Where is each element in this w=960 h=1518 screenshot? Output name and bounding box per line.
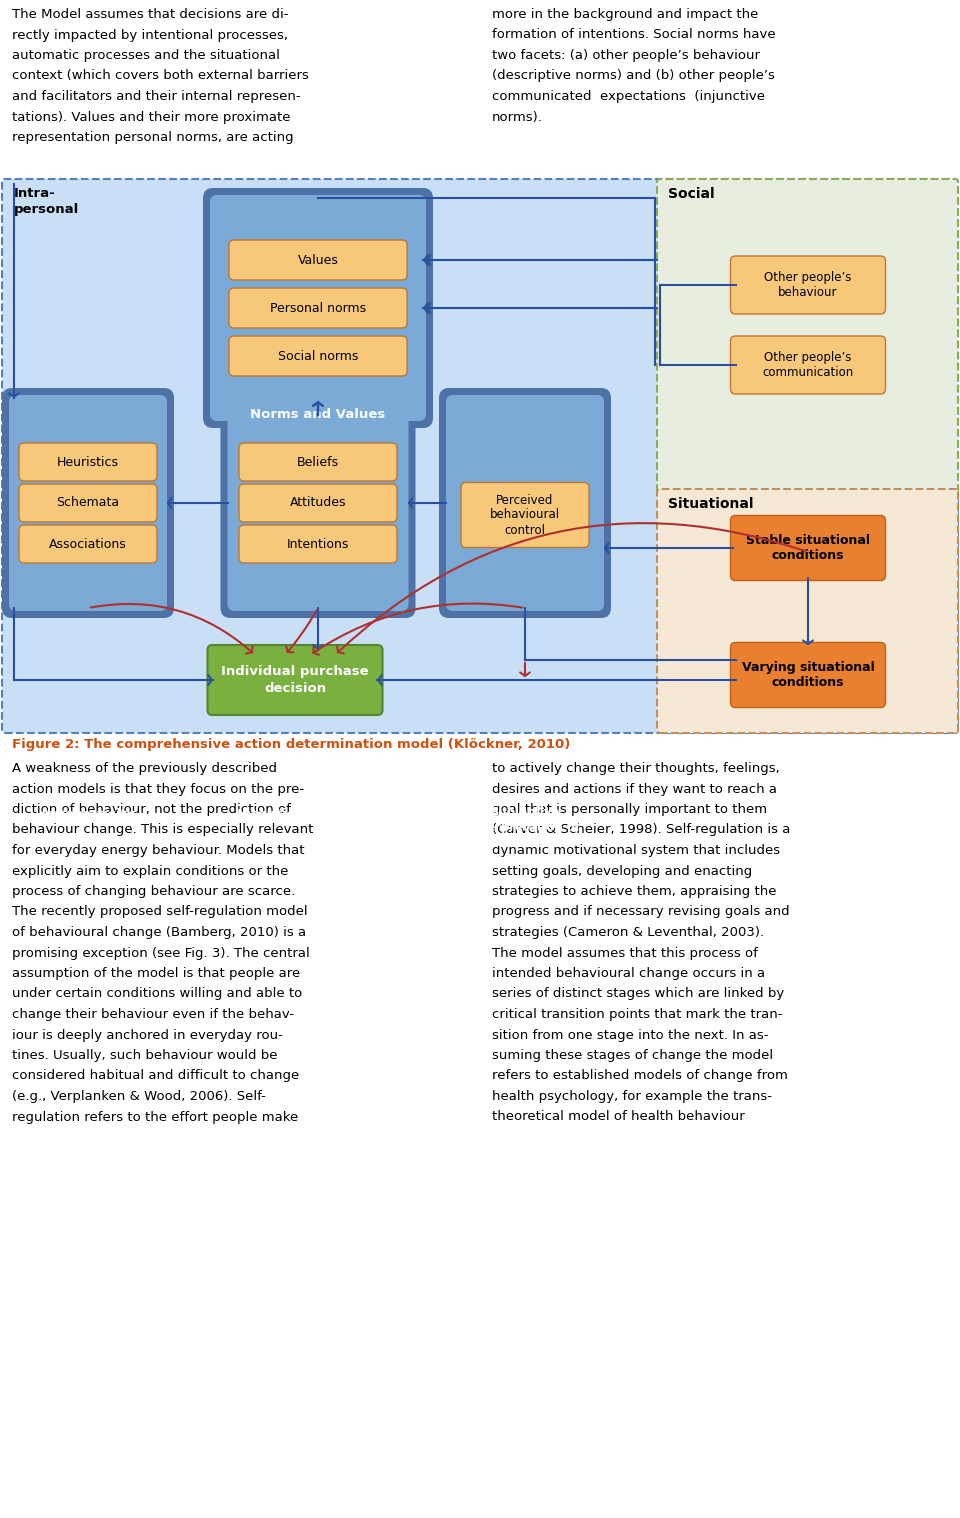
Text: Automaticity: Automaticity	[40, 808, 136, 821]
FancyBboxPatch shape	[19, 484, 157, 522]
FancyBboxPatch shape	[439, 389, 611, 618]
Text: Social: Social	[668, 187, 714, 200]
FancyBboxPatch shape	[239, 484, 397, 522]
Text: Intentions: Intentions	[287, 537, 349, 551]
Text: Associations: Associations	[49, 537, 127, 551]
Text: Schemata: Schemata	[57, 496, 120, 510]
FancyBboxPatch shape	[9, 395, 167, 612]
FancyBboxPatch shape	[2, 179, 958, 733]
FancyBboxPatch shape	[657, 179, 958, 493]
Text: Figure 2: The comprehensive action determination model (Klöckner, 2010): Figure 2: The comprehensive action deter…	[12, 738, 570, 751]
FancyBboxPatch shape	[446, 395, 604, 612]
Text: Other people’s
behaviour: Other people’s behaviour	[764, 272, 852, 299]
FancyBboxPatch shape	[221, 389, 416, 618]
Text: more in the background and impact the
formation of intentions. Social norms have: more in the background and impact the fo…	[492, 8, 776, 123]
FancyBboxPatch shape	[207, 645, 382, 715]
FancyBboxPatch shape	[239, 525, 397, 563]
Text: Other people’s
communication: Other people’s communication	[762, 351, 853, 380]
FancyBboxPatch shape	[229, 288, 407, 328]
Text: The Model assumes that decisions are di-
rectly impacted by intentional processe: The Model assumes that decisions are di-…	[12, 8, 309, 144]
Text: Heuristics: Heuristics	[57, 455, 119, 469]
Text: Norms and Values: Norms and Values	[251, 408, 386, 420]
FancyBboxPatch shape	[229, 240, 407, 279]
Text: Subjective
interpretation of
situational conditions: Subjective interpretation of situational…	[453, 806, 597, 849]
FancyBboxPatch shape	[731, 516, 885, 580]
Text: Varying situational
conditions: Varying situational conditions	[742, 660, 875, 689]
FancyBboxPatch shape	[731, 257, 885, 314]
Text: Attitudes: Attitudes	[290, 496, 347, 510]
Text: Stable situational
conditions: Stable situational conditions	[746, 534, 870, 562]
Text: Values: Values	[298, 254, 339, 267]
Text: A weakness of the previously described
action models is that they focus on the p: A weakness of the previously described a…	[12, 762, 313, 1123]
FancyBboxPatch shape	[19, 525, 157, 563]
Text: Perceived
behavioural
control: Perceived behavioural control	[490, 493, 560, 536]
FancyBboxPatch shape	[229, 335, 407, 376]
FancyBboxPatch shape	[731, 335, 885, 395]
Text: Intra-
personal: Intra- personal	[14, 187, 80, 216]
FancyBboxPatch shape	[2, 389, 174, 618]
FancyBboxPatch shape	[657, 489, 958, 733]
Text: Social norms: Social norms	[277, 349, 358, 363]
FancyBboxPatch shape	[19, 443, 157, 481]
Text: to actively change their thoughts, feelings,
desires and actions if they want to: to actively change their thoughts, feeli…	[492, 762, 790, 1123]
Text: Intentional processes: Intentional processes	[237, 808, 398, 821]
FancyBboxPatch shape	[239, 443, 397, 481]
FancyBboxPatch shape	[731, 642, 885, 707]
Text: Beliefs: Beliefs	[297, 455, 339, 469]
FancyBboxPatch shape	[210, 194, 426, 420]
Text: Situational: Situational	[668, 496, 754, 512]
FancyBboxPatch shape	[203, 188, 433, 428]
FancyBboxPatch shape	[461, 483, 589, 548]
Text: Personal norms: Personal norms	[270, 302, 366, 314]
Text: Individual purchase
decision: Individual purchase decision	[221, 665, 369, 695]
FancyBboxPatch shape	[228, 395, 409, 612]
